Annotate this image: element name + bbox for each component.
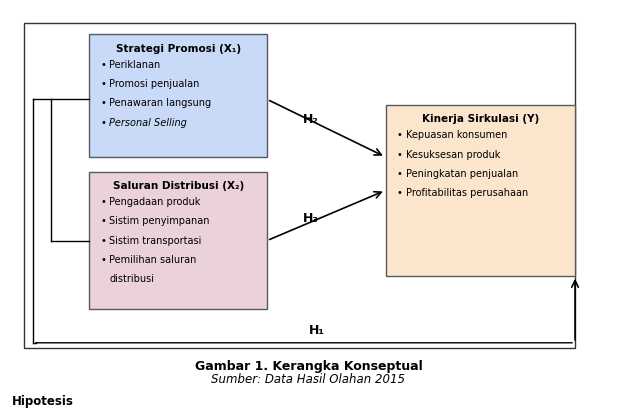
Text: Periklanan: Periklanan: [109, 59, 161, 69]
Text: Saluran Distribusi (X₂): Saluran Distribusi (X₂): [112, 181, 244, 191]
Text: Sumber: Data Hasil Olahan 2015: Sumber: Data Hasil Olahan 2015: [212, 373, 405, 385]
Text: •: •: [100, 216, 106, 226]
Text: Sistim transportasi: Sistim transportasi: [109, 236, 202, 246]
Text: •: •: [100, 79, 106, 89]
Text: Kepuasan konsumen: Kepuasan konsumen: [405, 130, 507, 140]
Text: •: •: [100, 236, 106, 246]
Text: •: •: [100, 98, 106, 108]
Text: Kesuksesan produk: Kesuksesan produk: [405, 150, 500, 159]
Text: Peningkatan penjualan: Peningkatan penjualan: [405, 169, 518, 179]
FancyBboxPatch shape: [89, 172, 267, 309]
Text: Gambar 1. Kerangka Konseptual: Gambar 1. Kerangka Konseptual: [194, 359, 423, 373]
Text: distribusi: distribusi: [109, 274, 154, 285]
Text: Pengadaan produk: Pengadaan produk: [109, 197, 201, 207]
Text: Penawaran langsung: Penawaran langsung: [109, 98, 212, 108]
Text: •: •: [396, 130, 402, 140]
Text: Strategi Promosi (X₁): Strategi Promosi (X₁): [115, 44, 241, 54]
Text: •: •: [100, 197, 106, 207]
Text: •: •: [396, 188, 402, 198]
Text: Promosi penjualan: Promosi penjualan: [109, 79, 200, 89]
Text: •: •: [396, 150, 402, 159]
Text: H₂: H₂: [302, 113, 318, 126]
Text: Hipotesis: Hipotesis: [12, 395, 74, 408]
Text: Pemilihan saluran: Pemilihan saluran: [109, 255, 197, 265]
Text: •: •: [396, 169, 402, 179]
Text: Profitabilitas perusahaan: Profitabilitas perusahaan: [405, 188, 528, 198]
Text: H₁: H₁: [308, 324, 325, 337]
Text: •: •: [100, 59, 106, 69]
Text: H₃: H₃: [302, 212, 318, 225]
Text: •: •: [100, 118, 106, 128]
Text: Kinerja Sirkulasi (Y): Kinerja Sirkulasi (Y): [421, 114, 539, 124]
FancyBboxPatch shape: [386, 105, 575, 276]
Text: •: •: [100, 255, 106, 265]
Text: Personal Selling: Personal Selling: [109, 118, 188, 128]
Text: Sistim penyimpanan: Sistim penyimpanan: [109, 216, 210, 226]
FancyBboxPatch shape: [89, 34, 267, 157]
